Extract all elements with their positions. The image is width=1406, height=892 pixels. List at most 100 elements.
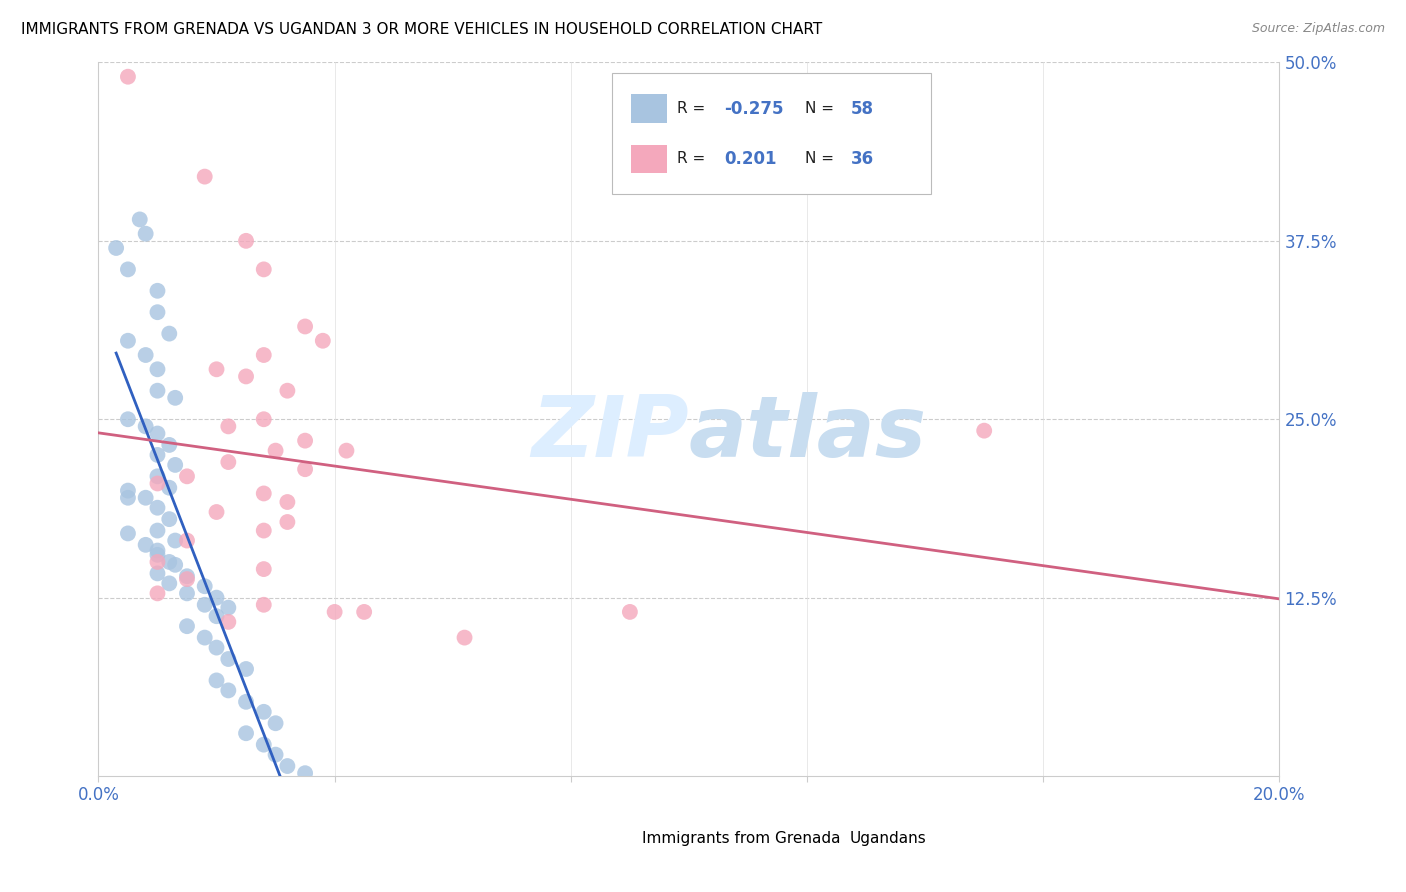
Point — [294, 462, 316, 476]
Point — [253, 412, 276, 426]
Point — [146, 362, 169, 376]
Point — [135, 348, 157, 362]
Point — [146, 543, 169, 558]
Point — [312, 334, 335, 348]
Point — [157, 576, 180, 591]
Point — [176, 533, 198, 548]
Text: IMMIGRANTS FROM GRENADA VS UGANDAN 3 OR MORE VEHICLES IN HOUSEHOLD CORRELATION C: IMMIGRANTS FROM GRENADA VS UGANDAN 3 OR … — [21, 22, 823, 37]
Point — [276, 515, 298, 529]
Point — [217, 652, 239, 666]
FancyBboxPatch shape — [631, 145, 666, 173]
Point — [146, 305, 169, 319]
Point — [264, 716, 287, 731]
Point — [146, 469, 169, 483]
Point — [146, 284, 169, 298]
Point — [135, 491, 157, 505]
Point — [205, 673, 228, 688]
Text: -0.275: -0.275 — [724, 100, 785, 118]
FancyBboxPatch shape — [605, 829, 636, 852]
Point — [294, 319, 316, 334]
Point — [253, 524, 276, 538]
Text: N =: N = — [804, 101, 838, 116]
Text: atlas: atlas — [689, 392, 927, 475]
Point — [176, 619, 198, 633]
Point — [117, 483, 139, 498]
Point — [135, 538, 157, 552]
Text: 58: 58 — [851, 100, 873, 118]
Point — [235, 726, 257, 740]
Point — [264, 443, 287, 458]
Point — [217, 615, 239, 629]
Point — [117, 526, 139, 541]
Point — [294, 766, 316, 780]
Point — [205, 505, 228, 519]
Point — [276, 495, 298, 509]
Point — [146, 555, 169, 569]
Text: R =: R = — [678, 152, 710, 167]
Point — [176, 572, 198, 586]
Point — [217, 455, 239, 469]
Point — [165, 533, 187, 548]
Point — [117, 334, 139, 348]
Point — [165, 391, 187, 405]
Point — [205, 609, 228, 624]
Point — [235, 662, 257, 676]
Point — [253, 262, 276, 277]
Point — [253, 348, 276, 362]
Point — [217, 419, 239, 434]
Point — [253, 738, 276, 752]
Text: Immigrants from Grenada: Immigrants from Grenada — [641, 831, 841, 847]
Point — [205, 591, 228, 605]
Point — [135, 419, 157, 434]
Point — [146, 384, 169, 398]
Point — [176, 469, 198, 483]
Text: Source: ZipAtlas.com: Source: ZipAtlas.com — [1251, 22, 1385, 36]
Point — [157, 481, 180, 495]
Point — [276, 384, 298, 398]
Text: 0.201: 0.201 — [724, 150, 778, 168]
Point — [323, 605, 346, 619]
Point — [157, 555, 180, 569]
Point — [128, 212, 150, 227]
Point — [146, 548, 169, 562]
Point — [253, 486, 276, 500]
Point — [619, 605, 641, 619]
Point — [165, 458, 187, 472]
Point — [176, 586, 198, 600]
Point — [157, 512, 180, 526]
Point — [194, 579, 217, 593]
Point — [146, 586, 169, 600]
Text: N =: N = — [804, 152, 838, 167]
Point — [135, 227, 157, 241]
Point — [205, 362, 228, 376]
Point — [205, 640, 228, 655]
Point — [117, 70, 139, 84]
Point — [235, 369, 257, 384]
Point — [335, 443, 357, 458]
Point — [353, 605, 375, 619]
Point — [165, 558, 187, 572]
Point — [235, 695, 257, 709]
Point — [105, 241, 128, 255]
FancyBboxPatch shape — [811, 829, 842, 852]
Point — [194, 598, 217, 612]
Point — [146, 524, 169, 538]
Text: 36: 36 — [851, 150, 875, 168]
Point — [176, 569, 198, 583]
Point — [276, 759, 298, 773]
Point — [146, 566, 169, 581]
Point — [235, 234, 257, 248]
Text: ZIP: ZIP — [531, 392, 689, 475]
Text: R =: R = — [678, 101, 710, 116]
Point — [157, 326, 180, 341]
Point — [117, 262, 139, 277]
Point — [217, 683, 239, 698]
FancyBboxPatch shape — [612, 73, 931, 194]
FancyBboxPatch shape — [631, 95, 666, 123]
Text: Ugandans: Ugandans — [849, 831, 927, 847]
Point — [253, 562, 276, 576]
Point — [973, 424, 995, 438]
Point — [217, 600, 239, 615]
Point — [253, 705, 276, 719]
Point — [453, 631, 475, 645]
